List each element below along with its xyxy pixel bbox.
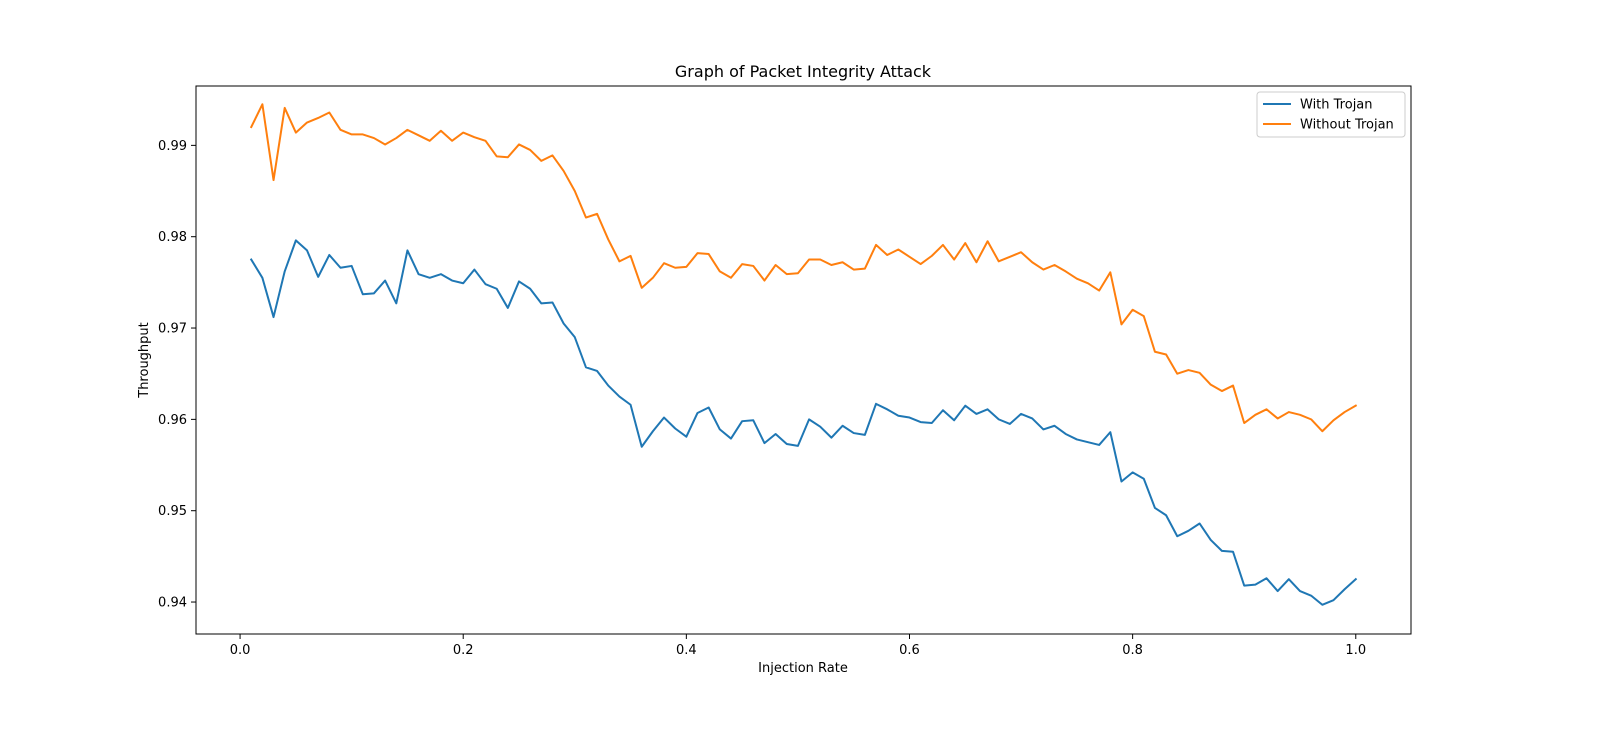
x-tick-label: 0.6 bbox=[899, 643, 920, 658]
x-tick-label: 0.4 bbox=[676, 643, 697, 658]
chart-title: Graph of Packet Integrity Attack bbox=[675, 62, 932, 81]
x-tick-label: 0.8 bbox=[1122, 643, 1143, 658]
y-tick-label: 0.99 bbox=[158, 139, 187, 154]
y-tick-label: 0.98 bbox=[158, 230, 187, 245]
legend-label: Without Trojan bbox=[1300, 118, 1394, 133]
legend-box bbox=[1256, 91, 1406, 138]
y-tick-label: 0.94 bbox=[158, 596, 187, 611]
legend: With Trojan Without Trojan bbox=[1256, 91, 1406, 138]
series-layer bbox=[249, 103, 1358, 606]
y-tick-label: 0.95 bbox=[158, 504, 187, 519]
y-tick-label: 0.96 bbox=[158, 413, 187, 428]
x-axis: 0.0 0.2 0.4 0.6 0.8 1.0 bbox=[230, 634, 1366, 658]
y-axis: 0.94 0.95 0.96 0.97 0.98 0.99 bbox=[158, 139, 196, 611]
x-tick-label: 1.0 bbox=[1345, 643, 1366, 658]
y-tick-label: 0.97 bbox=[158, 322, 187, 337]
series-line-with-trojan bbox=[249, 239, 1358, 606]
legend-label: With Trojan bbox=[1300, 98, 1373, 113]
plot-area-frame bbox=[195, 85, 1412, 635]
x-tick-label: 0.2 bbox=[453, 643, 474, 658]
y-axis-label: Throughput bbox=[137, 322, 152, 399]
series-line-without-trojan bbox=[249, 103, 1358, 433]
x-axis-label: Injection Rate bbox=[758, 661, 848, 676]
x-tick-label: 0.0 bbox=[230, 643, 251, 658]
